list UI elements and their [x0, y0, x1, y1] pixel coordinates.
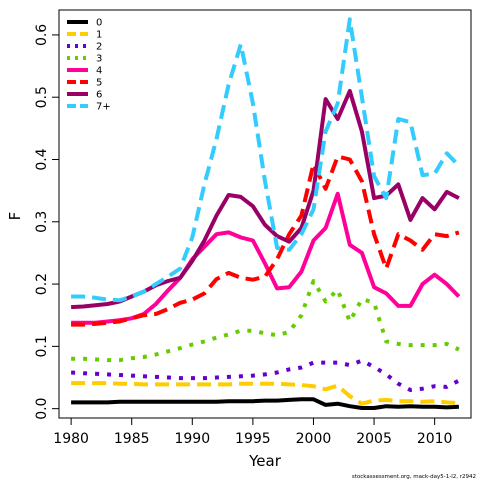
series-line-0: [71, 397, 459, 410]
x-tick-label: 2000: [296, 431, 332, 447]
y-tick-label: 0.1: [34, 335, 50, 357]
x-tick-label: 2005: [356, 431, 392, 447]
legend-label: 6: [96, 90, 102, 101]
legend-label: 2: [96, 42, 102, 53]
legend-label: 0: [96, 18, 102, 29]
legend-label: 5: [96, 78, 102, 89]
x-axis-title: Year: [248, 452, 282, 470]
y-tick-label: 0.5: [34, 86, 50, 108]
series-line-4: [71, 191, 461, 325]
y-tick-label: 0.2: [34, 273, 50, 295]
y-axis-title: F: [6, 212, 24, 221]
series-line-2: [70, 358, 460, 392]
footnote: stockassessment.org, mack-day5-1-l2, r29…: [352, 474, 476, 480]
series-line-1: [71, 381, 460, 406]
series-line-5: [71, 154, 460, 327]
y-tick-label: 0.4: [34, 148, 50, 170]
x-tick-label: 1980: [53, 431, 89, 447]
series-layer: [70, 17, 461, 410]
y-tick-label: 0.3: [34, 211, 50, 233]
series-line-7plus: [71, 17, 461, 303]
legend-label: 1: [96, 30, 102, 41]
y-tick-label: 0.6: [34, 24, 50, 46]
y-axis: 0.0 0.1 0.2 0.3 0.4 0.5 0.6: [34, 24, 59, 420]
legend-label: 4: [96, 66, 102, 77]
x-tick-label: 2010: [417, 431, 453, 447]
x-tick-label: 1995: [235, 431, 271, 447]
plot-frame: [58, 9, 472, 419]
x-tick-label: 1985: [114, 431, 150, 447]
x-axis: 1980 1985 1990 1995 2000 2005 2010: [53, 418, 452, 447]
legend-label: 3: [96, 54, 102, 65]
y-tick-label: 0.0: [34, 398, 50, 420]
x-tick-label: 1990: [174, 431, 210, 447]
legend-label: 7+: [96, 102, 111, 113]
